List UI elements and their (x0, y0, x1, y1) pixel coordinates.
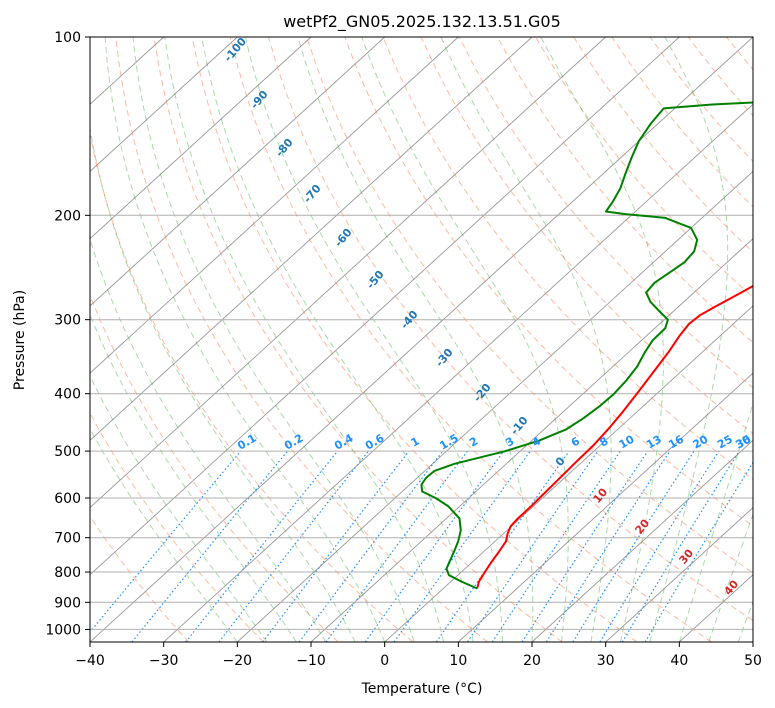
temperature-trace (476, 284, 753, 589)
dry-adiabat-line (115, 37, 488, 642)
x-tick-label: −30 (149, 653, 179, 669)
x-tick-label: −20 (223, 653, 253, 669)
y-tick-label: 300 (54, 313, 81, 329)
x-tick-label: 30 (597, 653, 615, 669)
dry-adiabat-line (90, 412, 264, 642)
isotherm-line (605, 506, 753, 642)
isotherm-line (90, 37, 533, 441)
dry-adiabat-line (382, 37, 753, 481)
y-axis-label: Pressure (hPa) (12, 290, 28, 390)
sounding-traces (420, 101, 753, 590)
isotherm-line (90, 37, 607, 509)
isotherm-line (90, 37, 459, 374)
dry-adiabat-line (229, 37, 712, 642)
moist-adiabat-line (649, 37, 729, 642)
moist-adiabat-line (245, 37, 503, 642)
moist-adiabat-line (708, 513, 753, 642)
moist-adiabat-line (90, 427, 238, 642)
dry-adiabat-line (268, 37, 753, 622)
dry-adiabat-line (496, 37, 753, 344)
dry-adiabat-line (191, 37, 638, 642)
dry-adiabat-line (153, 37, 563, 642)
dry-adiabat-line (535, 37, 753, 298)
y-tick-label: 200 (54, 208, 81, 224)
mixing-ratio-line (521, 450, 649, 642)
x-tick-label: 10 (449, 653, 467, 669)
x-axis-label: Temperature (°C) (361, 681, 483, 697)
moist-adiabat-line (90, 374, 268, 642)
x-tick-label: −40 (75, 653, 105, 669)
dry-adiabat-line (306, 37, 753, 574)
mixing-ratio-line (545, 450, 671, 642)
plot-frame (89, 36, 754, 643)
moist-adiabat-line (361, 37, 569, 642)
moist-adiabat-line (104, 37, 386, 642)
mixing-ratio-line (262, 450, 410, 642)
y-tick-label: 500 (54, 444, 81, 460)
moist-adiabat-line (164, 37, 445, 642)
dry-adiabat-line (90, 131, 414, 642)
y-tick-label: 700 (54, 531, 81, 547)
isotherm-line (90, 37, 238, 173)
mixing-ratio-line (621, 450, 740, 642)
moist-adiabat-line (201, 37, 474, 642)
y-tick-label: 100 (54, 30, 81, 46)
moist-adiabat-line (132, 37, 415, 642)
y-tick-label: 400 (54, 387, 81, 403)
isotherm-line (90, 37, 312, 240)
chart-title: wetPf2_GN05.2025.132.13.51.G05 (283, 12, 561, 32)
mixing-ratio-line (131, 450, 289, 642)
isotherm-line (457, 372, 753, 642)
mixing-ratio-line (364, 450, 505, 642)
isotherm-line (163, 103, 753, 642)
x-axis: −40 −30 −20 −10 0 10 20 30 40 50 (75, 642, 762, 669)
y-tick-label: 1000 (45, 622, 81, 638)
dry-adiabat-line (344, 37, 753, 527)
y-tick-label: 900 (54, 595, 81, 611)
isotherm-line (384, 305, 753, 642)
isotherm-line (310, 238, 753, 642)
mixing-ratio-line (491, 450, 621, 642)
x-tick-label: −10 (296, 653, 326, 669)
moist-adiabat-line (297, 37, 534, 642)
mixing-ratio-line (435, 450, 570, 642)
moist-adiabat-line (90, 237, 327, 642)
mixing-ratio-line (466, 450, 599, 642)
background-lines (90, 37, 753, 642)
isotherm-line (531, 439, 753, 642)
mixing-ratio-line (298, 450, 444, 642)
moist-adiabat-line (678, 401, 753, 642)
moist-adiabat-line (90, 313, 297, 642)
x-tick-label: 40 (670, 653, 688, 669)
dewpoint-trace (420, 101, 753, 590)
y-axis: 1000 900 800 700 600 500 400 300 200 100 (45, 30, 90, 638)
x-tick-label: 20 (523, 653, 541, 669)
isotherm-line (90, 37, 753, 642)
mixing-ratio-line (325, 450, 468, 642)
isotherm-line (90, 37, 680, 576)
x-tick-label: 50 (744, 653, 762, 669)
moist-adiabat-line (90, 125, 356, 642)
y-tick-label: 800 (54, 565, 81, 581)
mixing-ratio-line (393, 450, 531, 642)
y-tick-label: 600 (54, 491, 81, 507)
moist-adiabat-line (440, 37, 612, 642)
x-tick-label: 0 (380, 653, 389, 669)
isotherm-line (236, 170, 753, 642)
mixing-ratio-line (572, 450, 695, 642)
mixing-ratio-line (185, 450, 339, 642)
mixing-ratio-line (90, 450, 242, 633)
isotherm-line (90, 37, 386, 307)
dry-adiabat-line (90, 515, 190, 642)
